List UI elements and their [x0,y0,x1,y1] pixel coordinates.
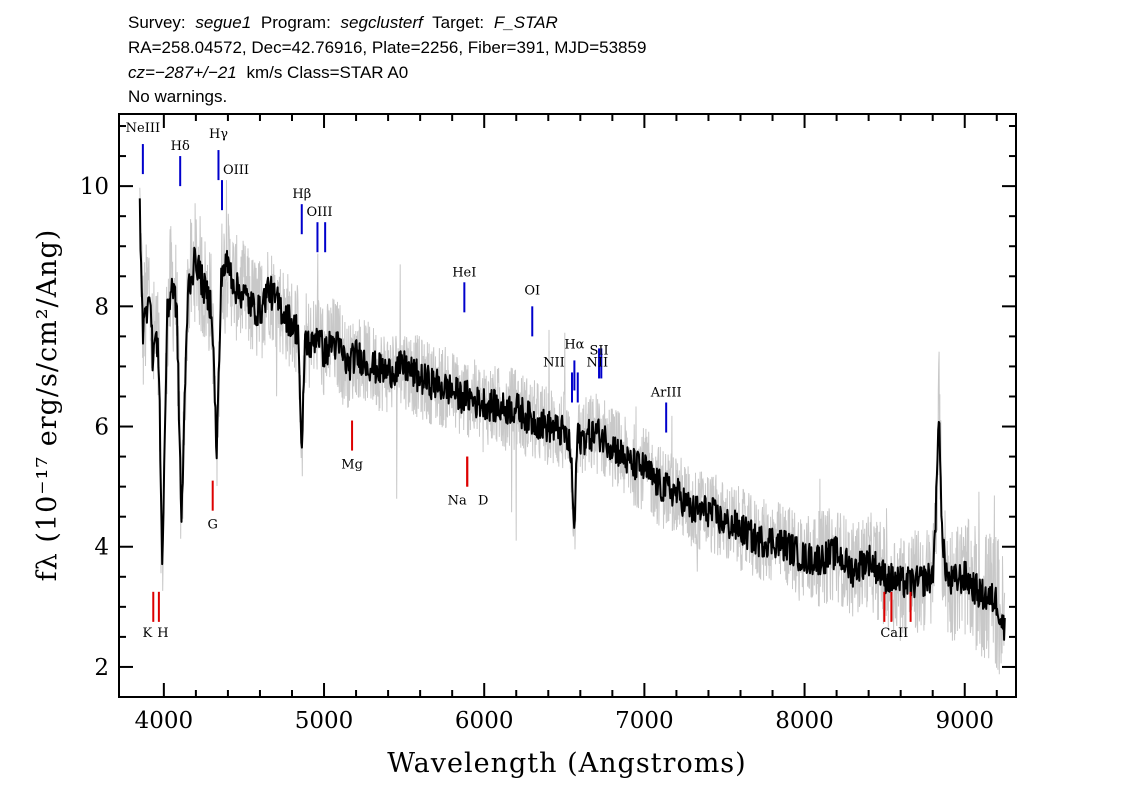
emission-line-label: Hβ [292,187,311,202]
absorption-line-label: CaII [880,626,908,641]
y-tick-label: 2 [94,655,109,681]
emission-line-label: OI [524,283,540,298]
header-line-1: Survey: segue1 Program: segclusterf Targ… [128,13,558,32]
y-tick-label: 4 [94,535,109,561]
header-line-3: cz=−287+/−21 km/s Class=STAR A0 [128,63,408,82]
emission-line-label: OIII [223,163,249,178]
emission-line-label: Hα [564,337,584,352]
absorption-line-label: Na [448,494,467,509]
emission-line-label: OIII [306,205,332,220]
survey-value: segue1 [195,13,251,32]
absorption-line-label: G [208,518,218,533]
header-line-2: RA=258.04572, Dec=42.76916, Plate=2256, … [128,38,646,57]
flux-layer [138,198,1006,641]
program-label: Program: [261,13,331,32]
absorption-line-label: K [142,626,152,641]
header-line-4: No warnings. [128,87,227,106]
emission-line-label: ArIII [650,386,682,401]
plot-frame [118,113,1017,698]
x-tick-label: 9000 [935,708,994,734]
emission-line-label: NII [586,355,608,370]
y-tick-label: 8 [94,294,109,320]
x-tick-label: 8000 [775,708,834,734]
emission-line-label: Hδ [171,139,190,154]
survey-label: Survey: [128,13,186,32]
x-tick-label: 6000 [455,708,514,734]
y-tick-label: 6 [94,415,109,441]
emission-line-label: Hγ [209,127,228,142]
y-tick-label: 10 [80,174,109,200]
x-axis-label: Wavelength (Angstroms) [387,748,746,779]
axis-ticks: 4000 5000 6000 7000 8000 9000 2 4 6 8 10 [80,114,1016,734]
emission-line-label: NII [543,355,565,370]
absorption-line-label: Mg [341,458,363,473]
x-tick-label: 4000 [135,708,194,734]
emission-line-label: HeI [452,265,476,280]
x-tick-label: 7000 [615,708,674,734]
error-band [139,180,1006,675]
y-axis-label: fλ (10⁻¹⁷ erg/s/cm²/Ang) [32,229,63,582]
emission-line-label: SII [590,343,609,358]
emission-line-label: NeIII [126,121,160,136]
absorption-line-label: D [478,494,488,509]
program-value: segclusterf [341,13,425,32]
target-value: F_STAR [494,13,558,32]
error-band-layer [139,180,1006,675]
target-label: Target: [432,13,484,32]
flux-line [138,198,1006,641]
absorption-line-label: H [157,626,168,641]
class-value: km/s Class=STAR A0 [246,63,408,82]
redshift-value: cz=−287+/−21 [128,63,237,82]
x-tick-label: 5000 [295,708,354,734]
